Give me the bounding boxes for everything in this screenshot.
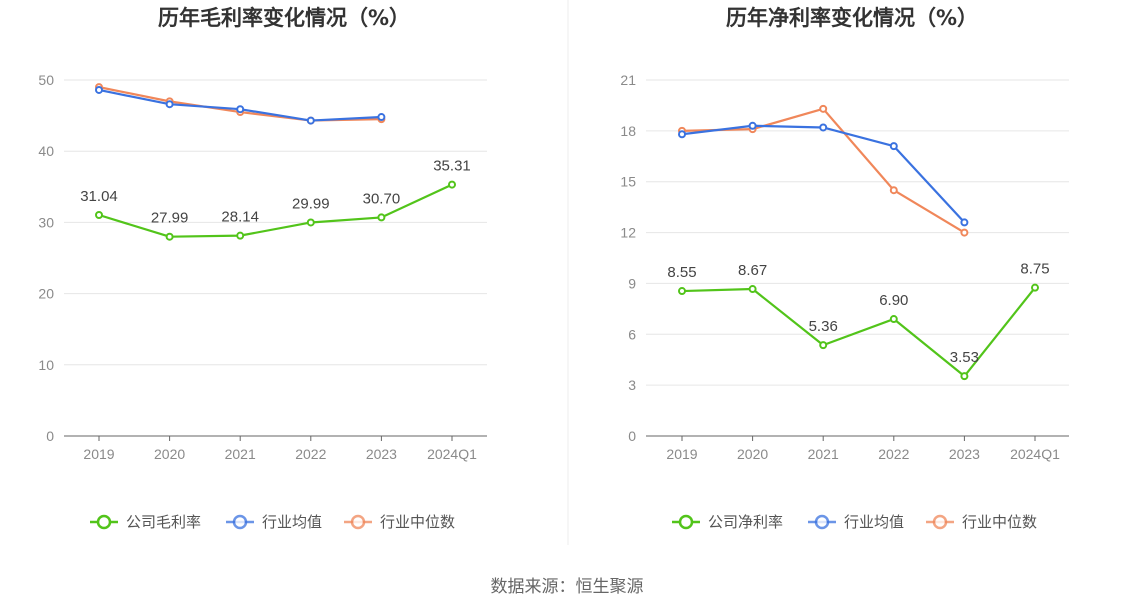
y-tick-label: 0 (46, 428, 54, 444)
legend-label-median[interactable]: 行业中位数 (380, 513, 455, 531)
legend-marker-company[interactable] (678, 514, 694, 530)
y-tick-label: 20 (38, 286, 54, 302)
data-label: 28.14 (221, 209, 259, 226)
data-label: 35.31 (433, 158, 471, 175)
legend-marker-avg[interactable] (814, 514, 830, 530)
legend-label-company[interactable]: 公司净利率 (708, 513, 783, 531)
gross-margin-chart: 历年毛利率变化情况（%） 0 10 20 30 40 50 2019 2020 2021 2022 2… (38, 6, 487, 531)
data-point-company[interactable] (306, 218, 315, 227)
legend-marker-median[interactable] (932, 514, 948, 530)
chart-title: 历年毛利率变化情况（%） (158, 6, 410, 30)
chart-title: 历年净利率变化情况（%） (726, 6, 978, 30)
data-point-company[interactable] (960, 372, 969, 381)
x-tick-label: 2021 (808, 446, 839, 462)
data-point-avg[interactable] (748, 121, 757, 130)
series-line-company (98, 183, 453, 238)
data-point-company[interactable] (1031, 283, 1039, 292)
data-point-avg[interactable] (236, 105, 245, 114)
data-point-avg[interactable] (889, 142, 898, 151)
y-tick-label: 0 (628, 428, 636, 444)
data-point-avg[interactable] (306, 116, 315, 125)
x-tick-label: 2022 (295, 446, 326, 462)
data-label: 8.75 (1020, 261, 1049, 278)
data-point-company[interactable] (236, 231, 245, 240)
data-label: 6.90 (879, 292, 908, 309)
y-tick-label: 30 (38, 214, 54, 230)
y-tick-label: 50 (38, 72, 54, 88)
data-point-company[interactable] (95, 210, 103, 219)
x-tick-label: 2024Q1 (1010, 446, 1060, 462)
y-tick-label: 15 (620, 174, 636, 190)
x-tick-label: 2023 (949, 446, 980, 462)
data-point-avg[interactable] (377, 113, 386, 122)
x-tick-label: 2021 (225, 446, 256, 462)
y-tick-label: 3 (628, 377, 636, 393)
legend-label-avg[interactable]: 行业均值 (262, 513, 322, 531)
y-tick-label: 10 (38, 357, 54, 373)
data-point-company[interactable] (448, 180, 456, 189)
x-tick-label: 2020 (154, 446, 185, 462)
y-tick-label: 6 (628, 326, 636, 342)
data-point-company[interactable] (678, 287, 686, 296)
data-point-company[interactable] (819, 341, 828, 350)
data-point-median[interactable] (819, 104, 828, 113)
legend-label-median[interactable]: 行业中位数 (962, 513, 1037, 531)
data-point-avg[interactable] (95, 85, 103, 94)
x-tick-label: 2019 (666, 446, 697, 462)
x-tick-label: 2022 (878, 446, 909, 462)
data-label: 5.36 (809, 318, 838, 335)
data-source: 数据来源：恒生聚源 (491, 577, 644, 597)
data-label: 30.70 (363, 190, 401, 207)
net-margin-chart: 历年净利率变化情况（%） 0 3 6 9 12 15 18 21 2019 2020 2021 2022… (620, 6, 1069, 531)
data-label: 8.55 (667, 264, 696, 281)
x-tick-label: 2020 (737, 446, 768, 462)
x-tick-label: 2024Q1 (427, 446, 477, 462)
data-point-median[interactable] (889, 186, 898, 195)
data-point-company[interactable] (748, 285, 757, 294)
data-point-company[interactable] (889, 315, 898, 324)
series-line-company (681, 286, 1036, 378)
legend-label-avg[interactable]: 行业均值 (844, 513, 904, 531)
x-tick-label: 2023 (366, 446, 397, 462)
data-point-company[interactable] (377, 213, 386, 222)
data-label: 27.99 (151, 210, 189, 227)
data-label: 8.67 (738, 262, 767, 279)
data-label: 29.99 (292, 195, 330, 212)
x-tick-label: 2019 (83, 446, 114, 462)
legend-label-company[interactable]: 公司毛利率 (126, 513, 201, 531)
data-point-company[interactable] (165, 232, 174, 241)
data-point-avg[interactable] (819, 123, 828, 132)
legend-marker-avg[interactable] (232, 514, 248, 530)
data-point-avg[interactable] (165, 100, 174, 109)
y-tick-label: 40 (38, 143, 54, 159)
data-point-avg[interactable] (678, 130, 686, 139)
y-tick-label: 12 (620, 225, 636, 241)
data-point-avg[interactable] (960, 218, 969, 227)
legend-marker-median[interactable] (350, 514, 366, 530)
legend-marker-company[interactable] (96, 514, 112, 530)
y-tick-label: 18 (620, 123, 636, 139)
y-tick-label: 9 (628, 275, 636, 291)
y-tick-label: 21 (620, 72, 636, 88)
data-point-median[interactable] (960, 228, 969, 237)
data-label: 31.04 (80, 188, 118, 205)
data-label: 3.53 (950, 349, 979, 366)
